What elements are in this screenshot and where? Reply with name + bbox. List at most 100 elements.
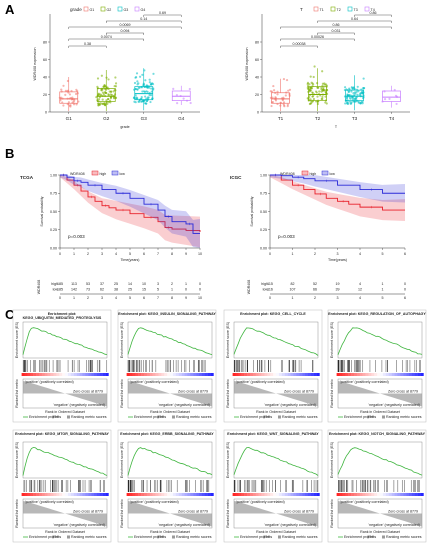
pvalue-label: 0.86 [333,23,340,27]
data-point [272,89,276,92]
rank-gradient-cell [161,373,165,376]
rank-gradient-cell [155,373,159,376]
rank-gradient-cell [359,493,363,496]
legend-swatch [321,170,329,176]
rank-gradient-cell [267,373,271,376]
x-tick-label: 7 [157,252,159,256]
risk-count: 62 [100,288,104,292]
rank-gradient-cell [394,373,398,376]
rank-gradient-cell [244,373,248,376]
risk-tick-label: 1 [292,296,294,300]
data-point [100,88,103,91]
pvalue-bracket [68,45,107,48]
rank-gradient-cell [164,373,168,376]
zero-cross-label: Zero cross at 8779 [284,390,314,394]
rank-gradient-cell [252,373,256,376]
rank-gradient-cell [210,373,214,376]
rank-gradient-cell [307,493,312,496]
data-point [393,88,396,92]
rank-gradient-cell [406,373,410,376]
enrichment-profile [127,447,213,476]
rank-gradient-cell [305,373,309,376]
rank-gradient-cell [276,493,280,496]
data-point [141,73,144,76]
rank-gradient-cell [385,493,389,496]
es-frame [337,441,423,479]
rank-gradient-cell [252,493,256,496]
es-frame [127,321,213,359]
y-tick-label: 1.00 [260,173,267,177]
es-axis-label: Enrichment score (ES) [15,322,19,358]
legend-metric: Ranking metric scores [386,415,422,419]
rank-gradient-cell [391,373,395,376]
pvalue-bracket [317,32,355,35]
risk-count: 142 [71,288,77,292]
legend-metric-swatch [278,415,281,419]
metric-axis-label: Ranked list metric [15,379,19,408]
legend-profile: Enrichment profile [29,535,58,539]
risk-table-label: WDR408 [247,280,251,295]
legend-swatch [330,6,336,12]
rank-gradient-cell [359,373,363,376]
risk-count: 14 [128,282,132,286]
x-axis-label: grade [120,125,129,129]
rank-gradient-cell [24,493,28,496]
pvalue-label: 0.64 [351,17,358,21]
zero-cross-label: Zero cross at 8779 [388,510,418,514]
rank-gradient-cell [420,373,424,376]
data-point [136,88,139,91]
data-point [146,90,149,93]
data-point [112,90,115,93]
es-axis-label: Enrichment score (ES) [226,322,230,358]
survival-curve [270,174,405,211]
rank-gradient-cell [385,373,389,376]
data-point [107,93,110,96]
x-tick-label: 0 [269,252,271,256]
rank-gradient-cell [178,493,182,496]
es-axis-label: Enrichment score (ES) [120,442,124,478]
rank-gradient-cell [388,493,392,496]
rank-gradient-cell [207,373,211,376]
pvalue-bracket [354,14,392,17]
legend-hits: Hits [160,415,166,419]
zero-cross-label: Zero cross at 8779 [73,390,103,394]
metric-axis-label: Ranked list metric [330,379,334,408]
data-point [324,95,327,98]
data-point [107,78,110,81]
data-point [138,100,141,103]
x-tick-label: 5 [129,252,131,256]
rank-gradient-cell [313,493,317,496]
rank-gradient-cell [33,373,37,376]
pvalue-bracket [317,20,392,23]
data-point [134,94,137,97]
rank-gradient-cell [278,373,283,376]
rank-gradient-cell [99,373,103,376]
data-point [308,90,311,93]
rank-gradient-cell [293,493,297,496]
rank-gradient-cell [152,373,156,376]
risk-tick-label: 4 [115,296,117,300]
risk-count: 116 [267,288,273,292]
data-point [344,102,347,105]
zero-cross-label: Zero cross at 8779 [178,390,208,394]
data-point [316,95,319,98]
rank-gradient-cell [339,373,343,376]
rank-gradient-cell [79,493,83,496]
zero-cross-label: Zero cross at 8779 [178,510,208,514]
data-point [109,101,112,104]
risk-tick-label: 4 [359,296,361,300]
y-tick-label: 0.75 [50,192,57,196]
rank-gradient-cell [244,493,248,496]
data-point [188,87,191,91]
legend-swatch [301,170,309,176]
gsea-title: Enrichment plot: KEGG_CELL_CYCLE [240,312,306,316]
x-tick-label: 2 [87,252,89,256]
risk-count: 10 [142,282,146,286]
risk-row-name: high [261,282,268,286]
data-point [288,88,292,91]
rank-gradient-cell [356,493,360,496]
risk-count: 1 [382,288,384,292]
risk-count: 3 [157,282,159,286]
rank-gradient-cell [99,493,103,496]
pvalue-label: 0.0074 [101,35,112,39]
